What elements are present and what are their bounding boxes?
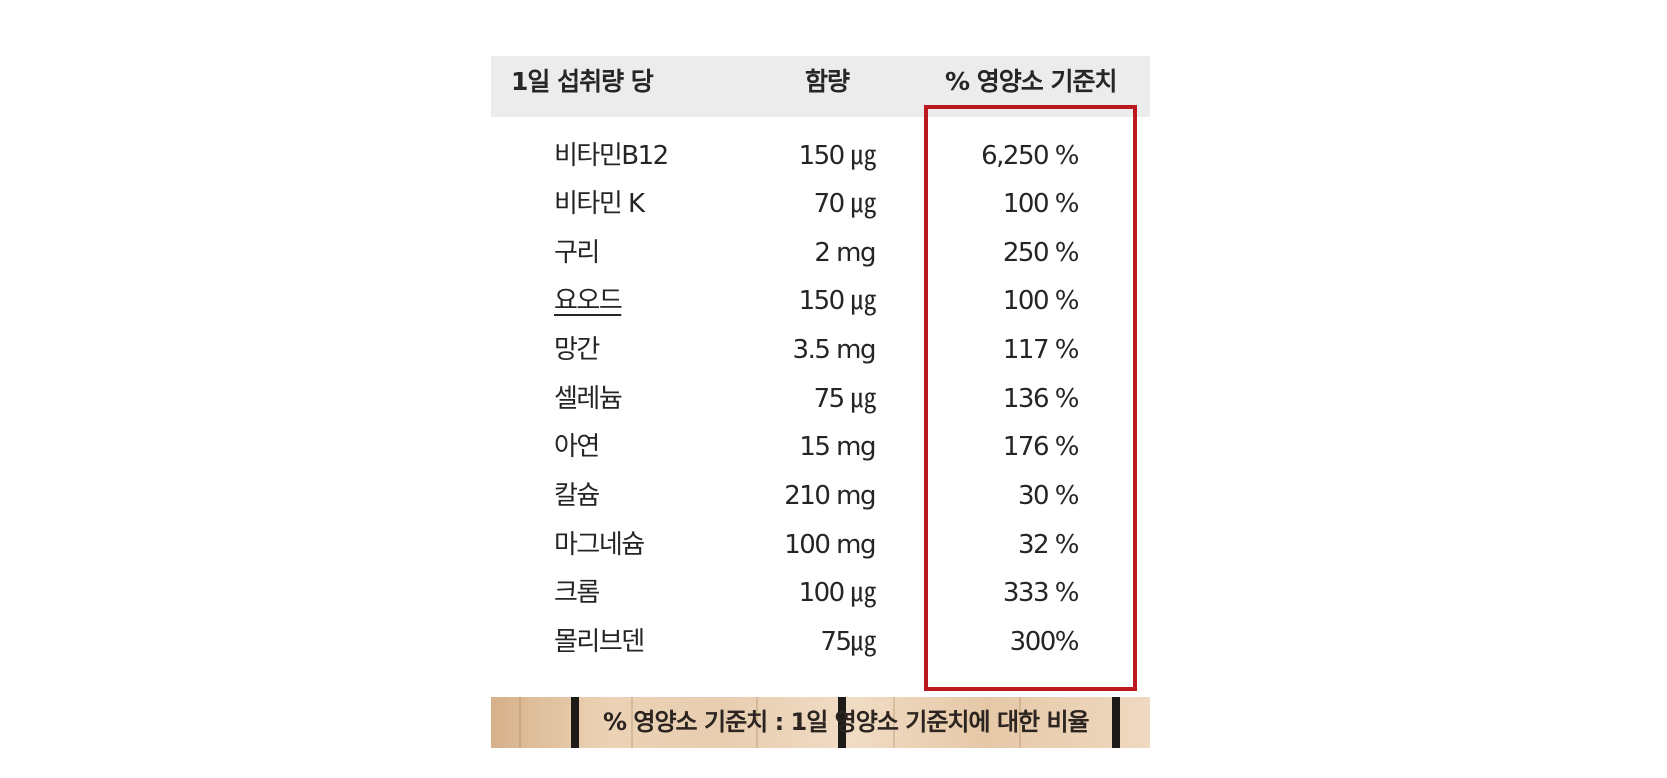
nutrient-daily-value: 300% (1009, 627, 1080, 657)
wood-grain (893, 697, 895, 748)
header-per-daily-intake: 1일 섭취량 당 (511, 67, 654, 96)
wood-grain (631, 697, 633, 748)
nutrient-amount: 150 ㎍ (798, 141, 877, 171)
wood-grain (756, 697, 758, 748)
nutrient-name: 셀레늄 (554, 384, 623, 414)
nutrient-daily-value: 32 % (1017, 530, 1080, 560)
header-daily-value-percent: % 영양소 기준치 (945, 67, 1117, 96)
table-row: 비타민B12 150 ㎍ 6,250 % (491, 132, 1150, 181)
table-row: 요오드 150 ㎍ 100 % (491, 277, 1150, 326)
nutrient-daily-value: 250 % (1002, 238, 1080, 268)
nutrient-name: 크롬 (554, 578, 600, 608)
table-row: 크롬 100 ㎍ 333 % (491, 569, 1150, 618)
wood-grain (519, 697, 521, 748)
nutrient-amount: 2 mg (814, 238, 876, 268)
nutrient-amount: 100 mg (784, 530, 876, 560)
footer-daily-value-note: % 영양소 기준치 : 1일 영양소 기준치에 대한 비율 (603, 708, 1090, 736)
nutrient-amount: 100 ㎍ (798, 578, 877, 608)
nutrient-name: 몰리브덴 (554, 627, 645, 657)
nutrient-daily-value: 136 % (1002, 384, 1080, 414)
footer-wood-strip: % 영양소 기준치 : 1일 영양소 기준치에 대한 비율 (491, 697, 1150, 748)
nutrient-name: 칼슘 (554, 481, 600, 511)
nutrient-daily-value: 6,250 % (981, 141, 1079, 171)
footer-divider-bar (1112, 697, 1120, 748)
table-row: 몰리브덴 75㎍ 300% (491, 618, 1150, 667)
nutrient-name: 아연 (554, 432, 600, 462)
wood-grain (1019, 697, 1021, 748)
nutrient-name: 요오드 (554, 286, 623, 316)
table-header: 1일 섭취량 당 함량 % 영양소 기준치 (491, 56, 1150, 117)
nutrient-daily-value: 117 % (1002, 335, 1080, 365)
table-row: 칼슘 210 mg 30 % (491, 472, 1150, 521)
nutrient-daily-value: 100 % (1002, 286, 1080, 316)
nutrient-amount: 75 ㎍ (813, 384, 877, 414)
nutrient-name: 비타민B12 (554, 141, 669, 171)
nutrient-amount: 75㎍ (820, 627, 876, 657)
table-row: 비타민 K 70 ㎍ 100 % (491, 180, 1150, 229)
nutrient-amount: 150 ㎍ (798, 286, 877, 316)
footer-divider-bar (571, 697, 579, 748)
table-row: 셀레늄 75 ㎍ 136 % (491, 375, 1150, 424)
nutrition-facts-panel: 1일 섭취량 당 함량 % 영양소 기준치 비타민B12 150 ㎍ 6,250… (491, 56, 1150, 748)
nutrient-daily-value: 30 % (1017, 481, 1080, 511)
nutrient-daily-value: 176 % (1002, 432, 1080, 462)
nutrient-daily-value: 333 % (1002, 578, 1080, 608)
nutrient-amount: 210 mg (784, 481, 876, 511)
nutrient-name: 마그네슘 (554, 530, 645, 560)
nutrient-name: 망간 (554, 335, 600, 365)
nutrient-amount: 15 mg (799, 432, 876, 462)
nutrient-name: 비타민 K (554, 189, 645, 219)
footer-divider-bar (838, 697, 846, 748)
table-row: 구리 2 mg 250 % (491, 229, 1150, 278)
nutrient-amount: 70 ㎍ (813, 189, 877, 219)
daily-value-highlight-box (924, 105, 1137, 691)
nutrient-name: 구리 (554, 238, 600, 268)
table-row: 망간 3.5 mg 117 % (491, 326, 1150, 375)
table-row: 아연 15 mg 176 % (491, 423, 1150, 472)
nutrient-daily-value: 100 % (1002, 189, 1080, 219)
nutrient-amount: 3.5 mg (792, 335, 877, 365)
header-amount: 함량 (805, 67, 850, 96)
table-row: 마그네슘 100 mg 32 % (491, 521, 1150, 570)
